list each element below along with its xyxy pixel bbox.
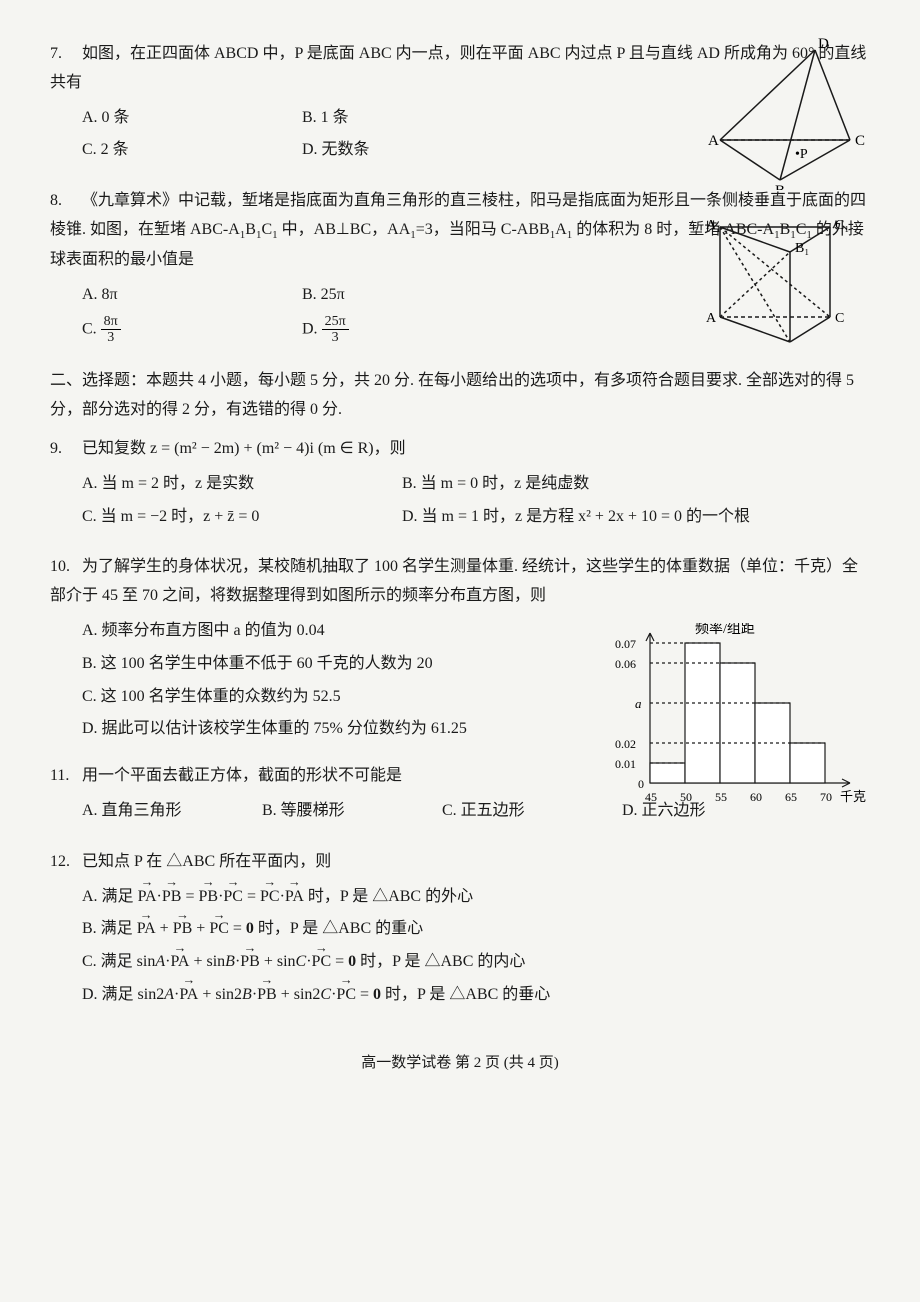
label-P: •P (795, 147, 808, 162)
q9-opt-B: B. 当 m = 0 时，z 是纯虚数 (402, 470, 702, 499)
q7-opt-B: B. 1 条 (302, 104, 502, 133)
q9-text: 已知复数 z = (m² − 2m) + (m² − 4)i (m ∈ R)，则 (82, 440, 406, 457)
q7-diagram: A B C D •P (700, 30, 870, 190)
q12-opt-D: D. 满足 sin2A·PA + sin2B·PB + sin2C·PC = 0… (82, 981, 870, 1010)
q10-text: 为了解学生的身体状况，某校随机抽取了 100 名学生测量体重. 经统计，这些学生… (50, 558, 858, 604)
question-7: A B C D •P 7. 如图，在正四面体 ABCD 中，P 是底面 ABC … (50, 40, 870, 169)
q7-opt-D: D. 无数条 (302, 136, 502, 165)
q8-opt-B: B. 25π (302, 281, 502, 310)
q10-opt-B: B. 这 100 名学生中体重不低于 60 千克的人数为 20 (82, 650, 582, 679)
q9-opt-A: A. 当 m = 2 时，z 是实数 (82, 470, 382, 499)
q11-opt-A: A. 直角三角形 (82, 797, 242, 826)
question-12: 12. 已知点 P 在 △ABC 所在平面内，则 A. 满足 PA·PB = P… (50, 848, 870, 1010)
q8-number: 8. (50, 187, 78, 216)
q9-opt-C: C. 当 m = −2 时，z + z̄ = 0 (82, 503, 382, 532)
label-D: D (818, 36, 829, 52)
q7-opt-C: C. 2 条 (82, 136, 282, 165)
q8-opt-A: A. 8π (82, 281, 282, 310)
hist-ylabel: 频率/组距 (695, 623, 755, 637)
q11-number: 11. (50, 762, 78, 791)
q9-opt-D: D. 当 m = 1 时，z 是方程 x² + 2x + 10 = 0 的一个根 (402, 503, 750, 532)
q11-text: 用一个平面去截正方体，截面的形状不可能是 (82, 767, 402, 784)
q8-opt-C: C. 8π3 (82, 314, 282, 346)
q11-opt-C: C. 正五边形 (442, 797, 602, 826)
q7-number: 7. (50, 40, 78, 69)
q7-opt-A: A. 0 条 (82, 104, 282, 133)
section-2-title: 二、选择题：本题共 4 小题，每小题 5 分，共 20 分. 在每小题给出的选项… (50, 367, 870, 425)
q12-text: 已知点 P 在 △ABC 所在平面内，则 (82, 853, 331, 870)
q12-opt-B: B. 满足 PA + PB + PC = 0 时，P 是 △ABC 的重心 (82, 915, 870, 944)
q11-opt-B: B. 等腰梯形 (262, 797, 422, 826)
q12-options: A. 满足 PA·PB = PB·PC = PC·PA 时，P 是 △ABC 的… (82, 883, 870, 1010)
ytick-007: 0.07 (615, 637, 636, 651)
q8-diagram: A₁ C₁ B₁ A C B (700, 197, 870, 347)
label-A: A (706, 311, 717, 326)
question-11: 11. 用一个平面去截正方体，截面的形状不可能是 A. 直角三角形 B. 等腰梯… (50, 762, 870, 830)
page-footer: 高一数学试卷 第 2 页 (共 4 页) (50, 1050, 870, 1077)
label-B1: B₁ (795, 241, 809, 256)
q12-opt-C: C. 满足 sinA·PA + sinB·PB + sinC·PC = 0 时，… (82, 948, 870, 977)
label-A: A (708, 133, 719, 149)
ytick-006: 0.06 (615, 657, 636, 671)
label-C1: C₁ (835, 218, 849, 233)
q10-options: A. 频率分布直方图中 a 的值为 0.04 B. 这 100 名学生中体重不低… (82, 617, 582, 744)
label-C: C (855, 133, 865, 149)
q10-opt-D: D. 据此可以估计该校学生体重的 75% 分位数约为 61.25 (82, 715, 582, 744)
question-10: 频率/组距 0.07 0.06 a 0.02 0.01 0 45 50 55 6… (50, 553, 870, 744)
question-9: 9. 已知复数 z = (m² − 2m) + (m² − 4)i (m ∈ R… (50, 435, 870, 535)
q9-options: A. 当 m = 2 时，z 是实数 B. 当 m = 0 时，z 是纯虚数 C… (82, 470, 870, 536)
q12-opt-A: A. 满足 PA·PB = PB·PC = PC·PA 时，P 是 △ABC 的… (82, 883, 870, 912)
q10-opt-C: C. 这 100 名学生体重的众数约为 52.5 (82, 683, 582, 712)
q10-number: 10. (50, 553, 78, 582)
q8-opt-D: D. 25π3 (302, 314, 502, 346)
q11-options: A. 直角三角形 B. 等腰梯形 C. 正五边形 D. 正六边形 (82, 797, 870, 830)
label-A1: A₁ (706, 218, 721, 233)
q10-opt-A: A. 频率分布直方图中 a 的值为 0.04 (82, 617, 582, 646)
q12-number: 12. (50, 848, 78, 877)
q9-number: 9. (50, 435, 78, 464)
question-8: A₁ C₁ B₁ A C B 8. 《九章算术》中记载，堑堵是指底面为直角三角形… (50, 187, 870, 349)
label-C: C (835, 311, 844, 326)
q11-opt-D: D. 正六边形 (622, 797, 782, 826)
ytick-002: 0.02 (615, 737, 636, 751)
label-B: B (785, 346, 794, 347)
ytick-a: a (635, 696, 642, 711)
